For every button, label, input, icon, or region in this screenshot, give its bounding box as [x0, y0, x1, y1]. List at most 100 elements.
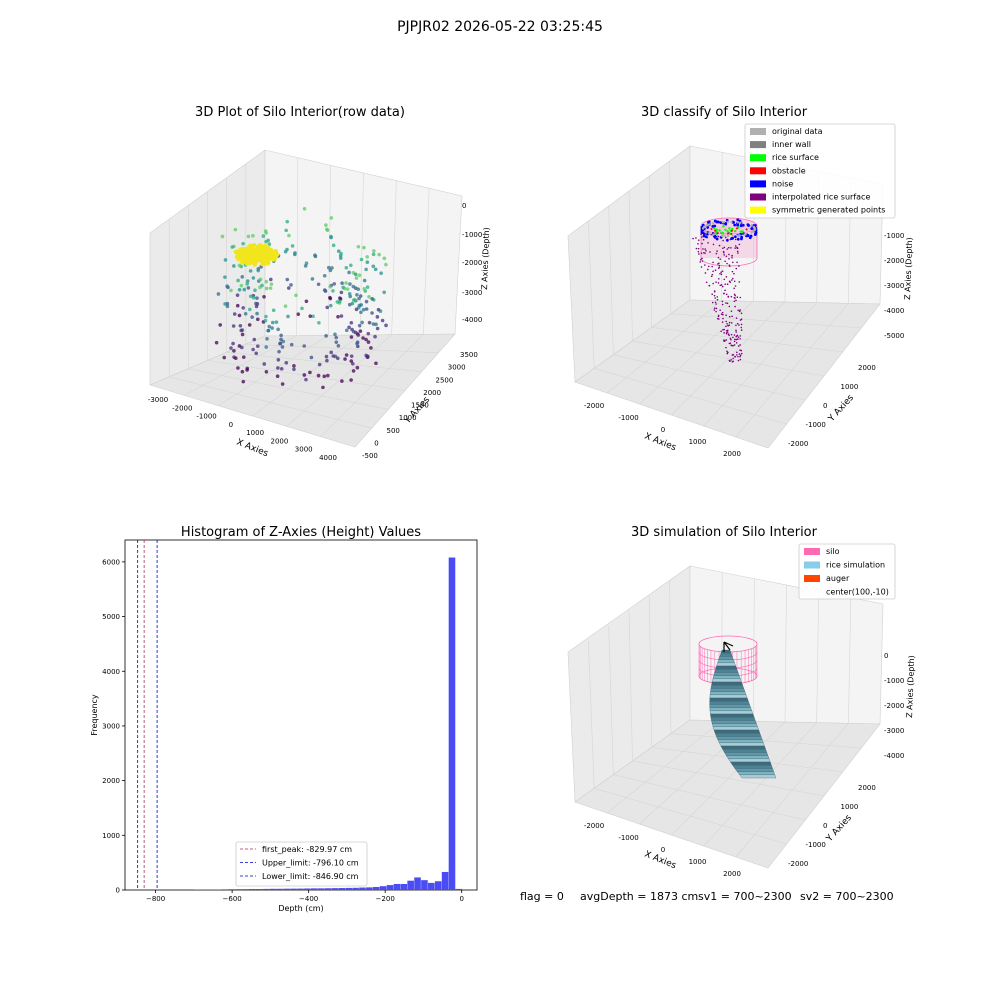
- z-tick-label: 0: [884, 652, 888, 660]
- scatter-point: [725, 320, 728, 323]
- x-tick-label: 2000: [723, 870, 741, 878]
- scatter-point: [735, 329, 737, 332]
- scatter-point: [718, 229, 721, 232]
- scatter-point: [714, 269, 717, 272]
- scatter-point: [730, 344, 732, 346]
- scatter-point: [736, 218, 740, 222]
- scatter-point: [740, 323, 743, 326]
- histogram-y-ticks: 0 1000 2000 3000 4000 5000 6000: [102, 558, 125, 895]
- scatter-point: [721, 232, 725, 235]
- scatter-point: [734, 355, 737, 358]
- scatter-point: [712, 261, 714, 264]
- scatter-point: [735, 317, 738, 319]
- scatter-point: [247, 323, 252, 327]
- y-tick-label: 1000: [841, 383, 859, 391]
- scatter-point: [326, 373, 330, 378]
- scatter-point: [276, 327, 280, 332]
- scatter-point: [248, 269, 253, 273]
- scatter-point: [266, 257, 271, 263]
- scatter-point: [700, 231, 704, 234]
- scatter-point: [730, 229, 733, 232]
- scatter-point: [340, 379, 344, 383]
- scatter-point: [720, 284, 723, 286]
- rice-surface-strip: [709, 701, 750, 705]
- panel-raw-y-ticks: -500 0 500 1000 1500 2000 2500 3000 3500: [362, 351, 478, 460]
- scatter-point: [325, 305, 330, 310]
- scatter-point: [245, 282, 250, 286]
- scatter-point: [304, 299, 309, 304]
- scatter-point: [216, 292, 221, 296]
- scatter-point: [237, 263, 242, 268]
- scatter-point: [364, 299, 369, 304]
- scatter-point: [719, 272, 721, 275]
- scatter-point: [750, 227, 754, 231]
- scatter-point: [302, 373, 307, 377]
- y-tick-label: 0: [374, 439, 378, 447]
- scatter-point: [704, 230, 707, 234]
- scatter-point: [246, 234, 251, 239]
- scatter-point: [231, 341, 235, 346]
- scatter-point: [731, 279, 733, 281]
- scatter-point: [376, 307, 381, 312]
- x-tick-label: -2000: [584, 402, 604, 410]
- scatter-point: [235, 293, 240, 297]
- scatter-point: [276, 366, 280, 370]
- legend-label: obstacle: [772, 166, 806, 175]
- scatter-point: [377, 252, 381, 257]
- scatter-point: [739, 335, 742, 337]
- legend-label: noise: [772, 179, 793, 188]
- scatter-point: [360, 320, 364, 325]
- scatter-point: [720, 271, 722, 274]
- legend-label: original data: [772, 127, 823, 136]
- histogram-bar: [393, 883, 401, 890]
- scatter-point: [264, 314, 268, 319]
- panel-sim-y-ticks: -2000 -1000 0 1000 2000: [788, 784, 876, 868]
- panel-raw-z-ticks: -4000 -3000 -2000 -1000 0: [462, 202, 482, 324]
- scatter-point: [279, 367, 284, 371]
- rice-surface-strip: [720, 649, 732, 654]
- scatter-point: [721, 234, 725, 237]
- scatter-point: [739, 354, 742, 357]
- scatter-point: [361, 336, 365, 340]
- scatter-point: [357, 273, 362, 277]
- y-tick-label: 3500: [460, 351, 478, 359]
- scatter-point: [721, 311, 724, 314]
- scatter-point: [351, 369, 356, 373]
- scatter-point: [722, 247, 724, 250]
- scatter-point: [726, 350, 728, 353]
- scatter-point: [247, 307, 252, 312]
- scatter-point: [237, 313, 242, 318]
- scatter-point: [331, 354, 336, 358]
- legend-label: interpolated rice surface: [772, 193, 870, 202]
- scatter-point: [353, 272, 358, 277]
- scatter-point: [725, 332, 728, 334]
- scatter-point: [726, 331, 729, 333]
- scatter-point: [735, 354, 738, 356]
- scatter-point: [739, 230, 743, 233]
- scatter-point: [251, 259, 256, 265]
- scatter-point: [361, 307, 366, 312]
- scatter-point: [714, 229, 717, 232]
- scatter-point: [704, 264, 706, 266]
- panel-classify-zlabel: Z Axies (Depth): [903, 237, 914, 300]
- scatter-point: [375, 315, 380, 319]
- y-tick-label: 1000: [841, 803, 859, 811]
- scatter-point: [715, 229, 719, 233]
- scatter-point: [347, 325, 351, 330]
- z-tick-label: -1000: [462, 231, 482, 239]
- scatter-point: [269, 277, 273, 282]
- scatter-point: [357, 323, 362, 328]
- scatter-point: [725, 276, 728, 278]
- scatter-point: [241, 379, 246, 384]
- scatter-point: [711, 265, 713, 268]
- scatter-point: [725, 330, 728, 332]
- x-tick-label: -1000: [618, 834, 638, 842]
- scatter-point: [719, 258, 722, 260]
- histogram-bar: [324, 888, 332, 890]
- scatter-point: [373, 334, 377, 339]
- x-tick-label: 0: [229, 421, 233, 429]
- histogram-bar: [221, 889, 229, 890]
- rice-surface-strip: [728, 758, 771, 763]
- histogram-plot-area: [124, 539, 478, 891]
- scatter-point: [732, 344, 734, 347]
